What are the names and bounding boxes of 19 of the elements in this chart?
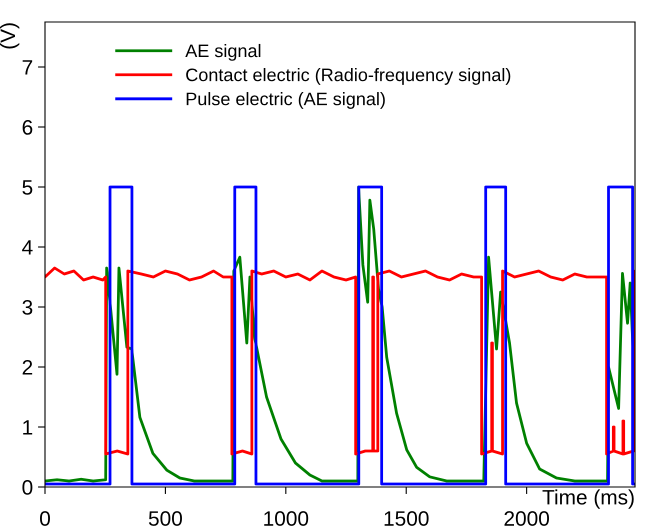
legend-label: Pulse electric (AE signal) [186,92,385,109]
y-tick-label: 3 [22,300,32,315]
x-tick-label: 1000 [264,511,308,526]
y-tick-label: 7 [22,60,32,75]
legend-label: Contact electric (Radio-frequency signal) [186,68,510,85]
x-tick-label: 1500 [384,511,429,526]
x-axis-title: Time (ms) [542,489,634,509]
x-tick-label: 2000 [504,511,549,526]
x-tick-label: 0 [40,511,50,526]
y-tick-label: 0 [22,480,32,495]
y-tick-label: 4 [22,240,33,255]
y-tick-label: 5 [22,180,32,195]
line-series [45,266,635,456]
y-tick-label: 1 [23,420,32,435]
legend-label: AE signal [185,44,260,61]
y-axis-title: (V) [0,23,20,48]
y-tick-label: 6 [22,120,32,135]
x-tick-label: 500 [148,511,182,526]
y-tick-label: 2 [22,360,32,375]
